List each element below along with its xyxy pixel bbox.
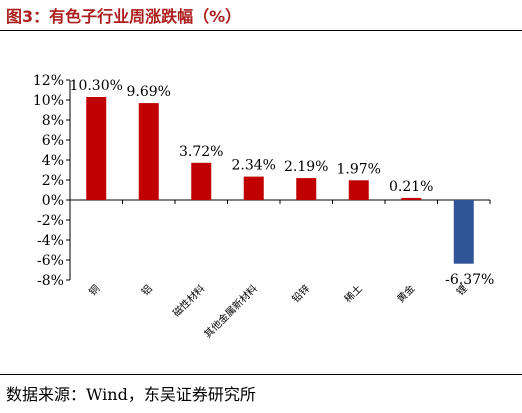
y-tick-label: 12% bbox=[33, 73, 64, 89]
x-category-label: 铝 bbox=[139, 283, 155, 299]
y-tick-label: -6% bbox=[37, 253, 64, 269]
footer-divider bbox=[0, 374, 522, 375]
data-label: 3.72% bbox=[179, 144, 223, 160]
x-category-label: 其他金属新材料 bbox=[201, 282, 260, 341]
x-category-label: 铜 bbox=[87, 283, 103, 299]
bar bbox=[191, 162, 212, 200]
x-category-label: 稀土 bbox=[342, 282, 365, 305]
data-label: 10.30% bbox=[70, 78, 123, 94]
y-tick-label: -8% bbox=[37, 273, 64, 289]
bar bbox=[243, 176, 264, 200]
y-tick-label: 10% bbox=[33, 93, 64, 109]
bar bbox=[453, 200, 474, 264]
data-label: 2.34% bbox=[232, 158, 276, 174]
x-category-label: 铅锌 bbox=[289, 282, 312, 305]
bar bbox=[138, 103, 159, 200]
y-tick-label: 2% bbox=[42, 173, 64, 189]
x-category-label: 黄金 bbox=[394, 282, 417, 305]
y-tick-label: -4% bbox=[37, 233, 64, 249]
data-label: 9.69% bbox=[127, 84, 171, 100]
bar bbox=[86, 97, 107, 200]
bar bbox=[296, 178, 317, 200]
title-divider bbox=[0, 30, 522, 31]
y-tick-label: 4% bbox=[42, 153, 64, 169]
y-tick-label: -2% bbox=[37, 213, 64, 229]
source-note: 数据来源：Wind，东吴证券研究所 bbox=[6, 385, 256, 404]
data-label: 2.19% bbox=[284, 159, 328, 175]
y-tick-label: 6% bbox=[42, 133, 64, 149]
bar-chart: 12% 10% 8% 6% 4% 2% 0% -2% -4% -6% -8% 10.30% 铜 9.69%… bbox=[33, 73, 494, 341]
bar bbox=[348, 180, 369, 200]
data-label: 1.97% bbox=[337, 161, 381, 177]
data-label: 0.21% bbox=[389, 179, 433, 195]
chart-title: 图3：有色子行业周涨跌幅（%） bbox=[6, 7, 242, 26]
data-label: -6.37% bbox=[445, 272, 494, 288]
x-category-label: 磁性材料 bbox=[170, 282, 207, 319]
y-tick-label: 0% bbox=[42, 193, 64, 209]
y-tick-label: 8% bbox=[42, 113, 64, 129]
bar bbox=[401, 197, 422, 200]
